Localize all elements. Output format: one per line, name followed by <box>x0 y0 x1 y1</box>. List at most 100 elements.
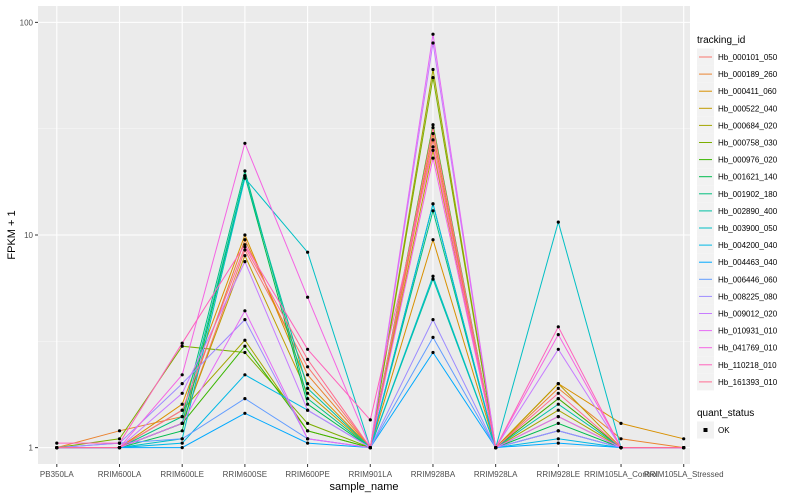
legend-label: Hb_161393_010 <box>718 378 778 387</box>
data-point <box>243 338 247 342</box>
data-point <box>556 415 560 419</box>
data-point <box>368 418 372 422</box>
data-point <box>431 126 435 130</box>
square-point-icon <box>703 428 708 432</box>
data-point <box>243 248 247 252</box>
data-point <box>306 421 310 425</box>
data-point <box>431 350 435 355</box>
data-point <box>619 446 623 450</box>
data-point <box>431 202 435 206</box>
data-point <box>556 421 560 425</box>
legend-item: Hb_000976_020 <box>697 151 778 169</box>
data-point <box>682 446 686 450</box>
x-tick-label: RRIM600PE <box>285 470 329 479</box>
legend-label: Hb_003900_050 <box>718 224 778 233</box>
data-point <box>306 429 310 433</box>
data-point <box>431 132 435 136</box>
y-tick-label: 10 <box>24 231 33 240</box>
data-point <box>556 391 560 395</box>
x-tick-label: PB350LA <box>40 470 74 479</box>
legend-label: Hb_000684_020 <box>718 121 778 130</box>
data-point <box>306 347 310 351</box>
data-point <box>306 250 310 254</box>
data-point <box>556 397 560 401</box>
data-point <box>243 397 247 401</box>
data-point <box>619 437 623 441</box>
data-point <box>431 148 435 152</box>
data-point <box>431 32 435 36</box>
data-point <box>117 437 122 441</box>
data-point <box>431 274 435 278</box>
legend-item: Hb_008225_080 <box>697 287 778 305</box>
legend-label: Hb_002890_400 <box>718 207 778 216</box>
x-tick-label: RRIM928LA <box>474 470 518 479</box>
legend-label: Hb_008225_080 <box>718 292 778 301</box>
y-axis-title: FPKM + 1 <box>6 210 18 259</box>
legend-title: tracking_id <box>697 35 745 46</box>
data-point <box>368 446 372 450</box>
data-point <box>243 238 247 242</box>
legend-label: Hb_004200_040 <box>718 241 778 250</box>
data-point <box>431 67 435 72</box>
data-point <box>431 145 435 149</box>
data-point <box>180 429 184 433</box>
data-point <box>306 357 310 361</box>
shape-legend-label: OK <box>718 426 730 435</box>
data-point <box>556 402 560 406</box>
data-point <box>243 141 247 145</box>
data-point <box>556 429 560 433</box>
y-axis: 1 10 100 <box>20 18 38 453</box>
legend-item: Hb_004200_040 <box>697 236 778 254</box>
legend-label: Hb_000411_060 <box>718 87 777 96</box>
data-point <box>306 373 310 377</box>
shape-legend-title: quant_status <box>697 408 754 419</box>
data-point <box>556 382 560 386</box>
data-point <box>682 437 686 441</box>
data-point <box>180 344 184 348</box>
data-point <box>306 391 310 395</box>
data-point <box>431 41 435 45</box>
data-point <box>556 408 560 412</box>
data-point <box>243 260 247 264</box>
data-point <box>494 446 498 450</box>
data-point <box>180 408 184 412</box>
legend-label: Hb_000522_040 <box>718 104 778 113</box>
data-point <box>556 325 560 329</box>
data-point <box>180 421 184 425</box>
legend-item: Hb_003900_050 <box>697 219 778 237</box>
legend-item: Hb_001902_180 <box>697 185 778 203</box>
data-point <box>431 318 435 322</box>
data-point <box>180 441 184 445</box>
x-tick-label: RRIM105LA_Control <box>584 470 658 479</box>
legend-label: Hb_006446_060 <box>718 275 778 284</box>
data-point <box>306 295 310 299</box>
legend-item: Hb_010931_010 <box>697 322 778 340</box>
data-point <box>180 341 184 345</box>
legend-item: Hb_009012_020 <box>697 305 778 322</box>
legend-label: Hb_000976_020 <box>718 156 778 165</box>
data-point <box>180 415 184 419</box>
data-point <box>556 441 560 445</box>
data-point <box>243 318 247 322</box>
shape-legend-item: OK <box>697 421 730 439</box>
legend-label: Hb_001902_180 <box>718 190 778 199</box>
legend-label: Hb_001621_140 <box>718 173 778 182</box>
data-point <box>431 335 435 339</box>
legend-items: Hb_000101_050 Hb_000189_260 Hb_000411_060 H… <box>697 48 778 391</box>
data-point <box>556 220 560 224</box>
data-point <box>306 382 310 386</box>
data-point <box>180 402 184 406</box>
x-tick-label: RRIM600LA <box>98 470 142 479</box>
x-tick-label: RRIM901LA <box>348 470 392 479</box>
x-tick-label: RRIM600LE <box>160 470 204 479</box>
data-point <box>431 156 435 160</box>
data-point <box>243 233 247 237</box>
x-axis: PB350LA RRIM600LA RRIM600LE RRIM600SE RRIM60… <box>40 464 724 479</box>
legend-item: Hb_001621_140 <box>697 168 778 186</box>
data-point <box>117 429 122 433</box>
data-point <box>431 238 435 242</box>
data-point <box>306 365 310 369</box>
legend-item: Hb_041769_010 <box>697 339 778 357</box>
data-point <box>117 441 122 445</box>
data-point <box>243 176 247 180</box>
